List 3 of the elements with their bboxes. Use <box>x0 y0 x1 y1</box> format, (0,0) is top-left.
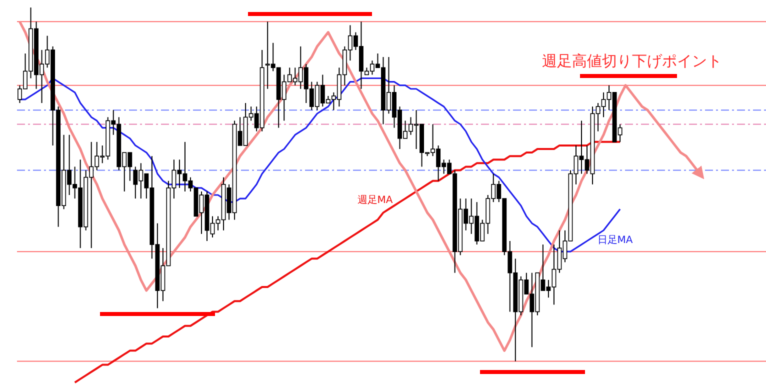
annotation: 週足高値切り下げポイント <box>542 52 722 70</box>
series-label: 日足MA <box>597 235 633 246</box>
series-label: 週足MA <box>357 195 393 206</box>
